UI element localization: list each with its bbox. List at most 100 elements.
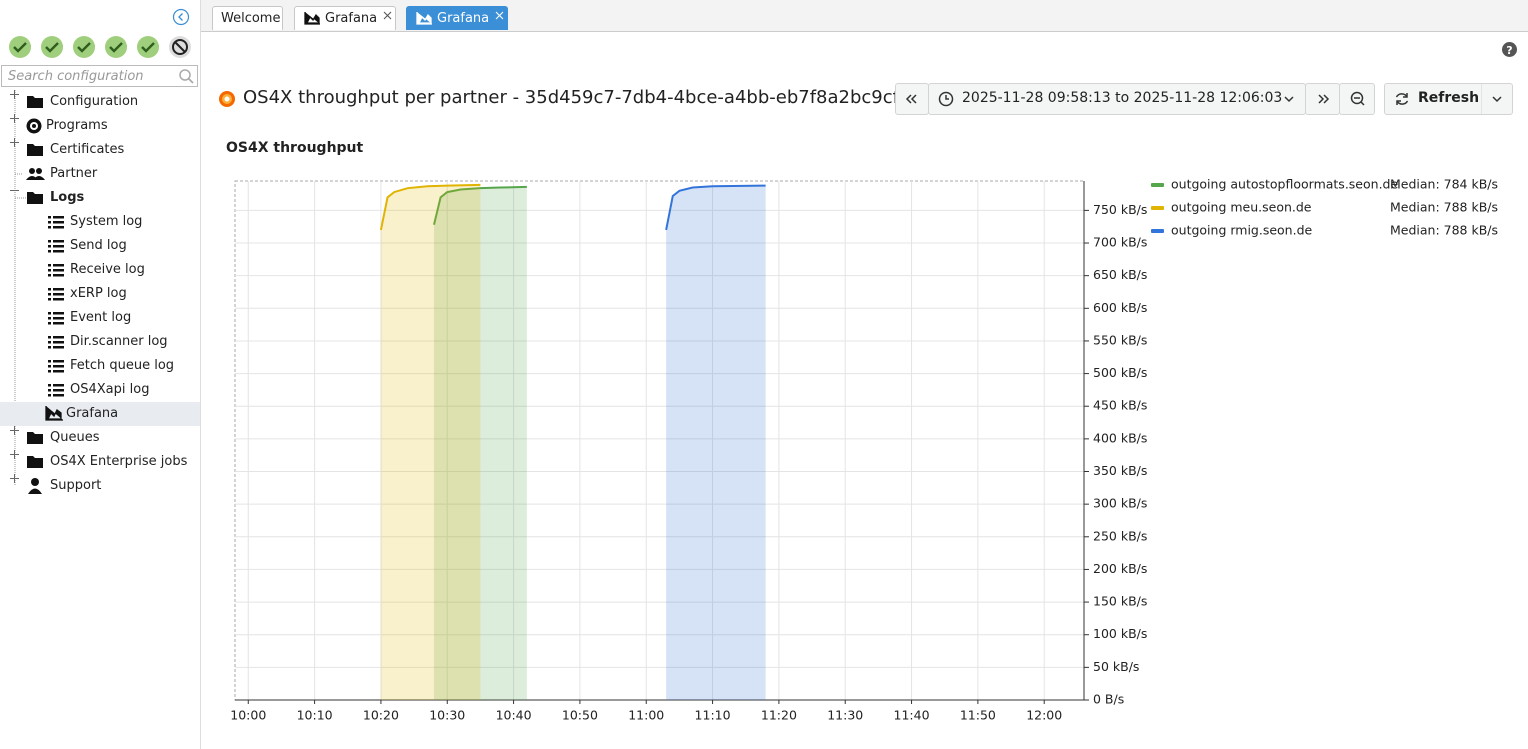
x-tick-label: 12:00 [1026, 708, 1062, 723]
tree-item[interactable]: Certificates [0, 138, 200, 162]
tree-icon [48, 360, 64, 373]
y-tick-label: 250 kB/s [1093, 528, 1147, 543]
tree-item[interactable]: Programs [0, 114, 200, 138]
tree-label: OS4Xapi log [70, 382, 150, 397]
tree-item[interactable]: Support [0, 474, 200, 498]
expander[interactable] [10, 186, 19, 195]
x-tick-label: 10:50 [562, 708, 598, 723]
line [379, 183, 481, 231]
x-tick-label: 10:40 [496, 708, 532, 723]
tree-item[interactable]: OS4Xapi log [0, 378, 200, 402]
legend-swatch [1151, 206, 1164, 210]
close-icon[interactable] [383, 11, 392, 20]
expander[interactable] [10, 138, 19, 147]
tree-label: Configuration [50, 94, 139, 109]
tree-icon [45, 406, 63, 421]
tree-icon [26, 168, 45, 180]
grid [235, 181, 1084, 701]
expander[interactable] [10, 90, 19, 99]
x-tick-label: 11:00 [628, 708, 664, 723]
search-placeholder: Search configuration [8, 69, 144, 84]
shift-back-button[interactable] [895, 83, 929, 115]
legend-label: outgoing meu.seon.de [1171, 200, 1312, 215]
line [665, 184, 766, 231]
tree-label: OS4X Enterprise jobs [50, 454, 188, 469]
time-range: 2025-11-28 09:58:13 to 2025-11-28 12:06:… [962, 90, 1283, 106]
y-tick-label: 150 kB/s [1093, 594, 1147, 609]
y-tick-label: 450 kB/s [1093, 398, 1147, 413]
tree-item[interactable]: Send log [0, 234, 200, 258]
refresh-label: Refresh [1418, 90, 1480, 106]
tree-item[interactable]: Dir.scanner log [0, 330, 200, 354]
x-tick-label: 10:00 [230, 708, 266, 723]
y-tick-label: 550 kB/s [1093, 332, 1147, 347]
tree-item[interactable]: Event log [0, 306, 200, 330]
icon [1350, 91, 1365, 106]
tree-icon [48, 216, 64, 229]
tree-item[interactable]: System log [0, 210, 200, 234]
tree-item[interactable]: Partner [0, 162, 200, 186]
tab-active[interactable]: Grafana [406, 6, 508, 30]
refresh-menu[interactable] [1481, 84, 1513, 114]
collapse-button[interactable] [172, 8, 190, 26]
tree-item[interactable]: Configuration [0, 90, 200, 114]
expander[interactable] [10, 426, 19, 435]
tree-icon [28, 478, 42, 494]
y-tick-label: 350 kB/s [1093, 463, 1147, 478]
tab[interactable]: Welcome [212, 6, 283, 30]
legend-label: outgoing autostopfloormats.seon.de [1171, 177, 1398, 192]
tree-label: Support [50, 478, 102, 493]
expander[interactable] [10, 450, 19, 459]
area [433, 186, 527, 700]
tree-icon [48, 240, 64, 253]
tab-label: Grafana [325, 11, 378, 26]
expander[interactable] [10, 474, 19, 483]
y-tick-label: 100 kB/s [1093, 626, 1147, 641]
refresh-button[interactable]: Refresh [1384, 83, 1513, 115]
x-tick-label: 11:30 [827, 708, 863, 723]
tree-label: Programs [46, 118, 108, 133]
close-icon[interactable] [495, 11, 504, 20]
svg-text:?: ? [1506, 44, 1512, 57]
y-tick-label: 600 kB/s [1093, 300, 1147, 315]
tree-item[interactable]: Queues [0, 426, 200, 450]
tree-icon [48, 312, 64, 325]
y-tick-label: 400 kB/s [1093, 430, 1147, 445]
tree-item[interactable]: Grafana [0, 402, 200, 426]
tree-item[interactable]: Logs [0, 186, 200, 210]
tree-label: Receive log [70, 262, 145, 277]
tree-item[interactable]: OS4X Enterprise jobs [0, 450, 200, 474]
search-input[interactable]: Search configuration [1, 65, 198, 87]
legend-swatch [1151, 229, 1164, 233]
zoom-out-button[interactable] [1339, 83, 1375, 115]
clock-icon [938, 91, 954, 107]
caret [1284, 96, 1294, 103]
tree-label: Certificates [50, 142, 125, 157]
status-icons [9, 36, 191, 58]
area [666, 185, 766, 700]
y-tick-label: 500 kB/s [1093, 365, 1147, 380]
tree-label: Fetch queue log [70, 358, 175, 373]
y-tick-label: 650 kB/s [1093, 267, 1147, 282]
time-picker[interactable]: 2025-11-28 09:58:13 to 2025-11-28 12:06:… [928, 83, 1306, 115]
tree-item[interactable]: Fetch queue log [0, 354, 200, 378]
x-tick-label: 10:20 [363, 708, 399, 723]
tree-icon [27, 192, 43, 204]
tree-label: xERP log [70, 286, 127, 301]
tree-item[interactable]: Receive log [0, 258, 200, 282]
y-tick-label: 700 kB/s [1093, 235, 1147, 250]
grafana-logo [219, 91, 235, 107]
legend-value: Median: 784 kB/s [1390, 177, 1498, 192]
expander[interactable] [10, 114, 19, 123]
shift-forward-button[interactable] [1305, 83, 1340, 115]
chart-title: OS4X throughput [226, 140, 364, 156]
tree-icon [27, 96, 43, 108]
y-tick-label: 300 kB/s [1093, 496, 1147, 511]
tree-label: Dir.scanner log [70, 334, 168, 349]
tree-item[interactable]: xERP log [0, 282, 200, 306]
tab[interactable]: Grafana [294, 6, 396, 30]
help-icon[interactable]: ? [1501, 41, 1518, 58]
y-tick-label: 50 kB/s [1093, 659, 1139, 674]
